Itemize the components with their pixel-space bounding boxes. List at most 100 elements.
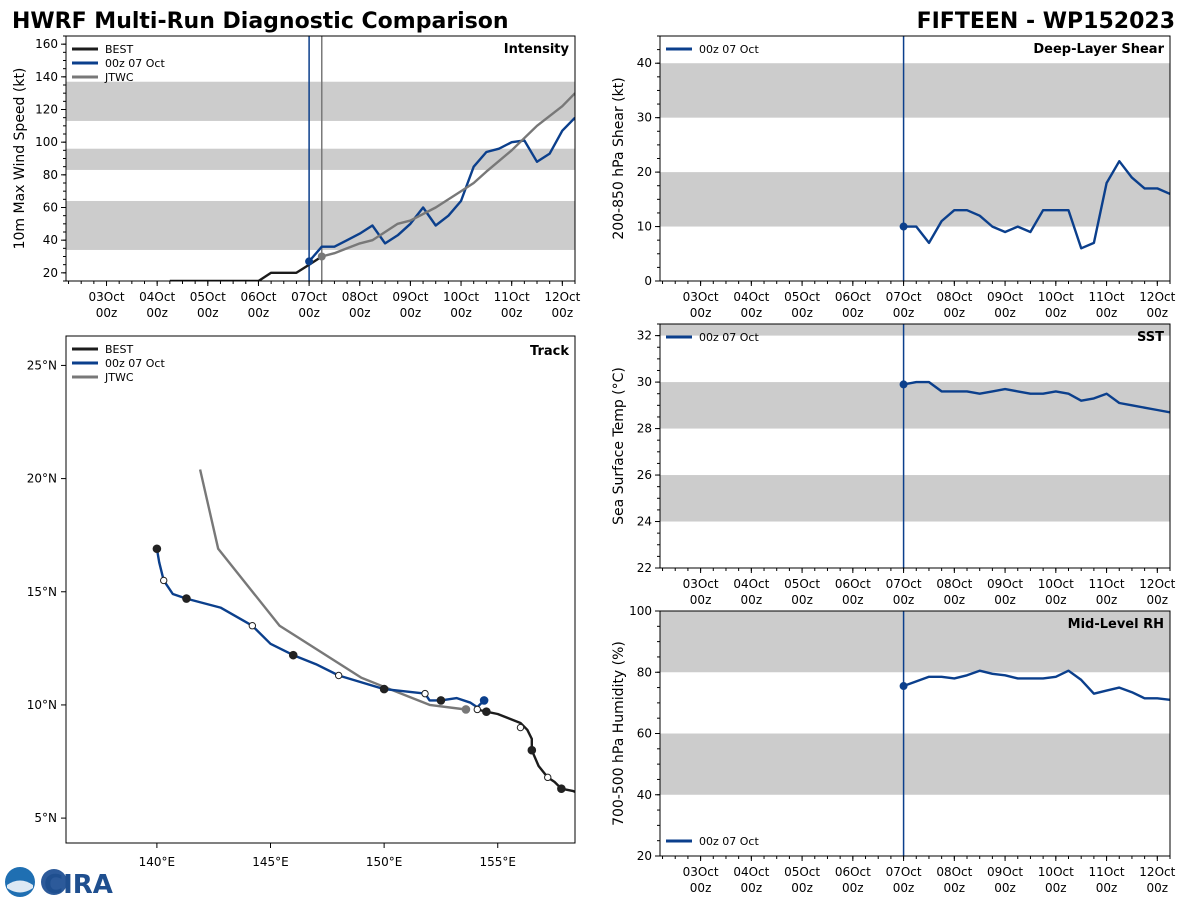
legend-label-run: 00z 07 Oct	[699, 835, 759, 848]
rh-series-run	[903, 669, 1170, 701]
track-marker-run-9	[152, 544, 162, 554]
shear-band-1	[660, 63, 1170, 118]
legend-label-jtwc: JTWC	[104, 71, 134, 84]
track-xtick-label: 150°E	[366, 855, 403, 869]
intensity-band-1	[66, 148, 575, 170]
intensity-ytick-label: 160	[35, 37, 58, 51]
intensity-ytick-label: 60	[43, 201, 58, 215]
rh-xtick-label-date: 12Oct	[1139, 865, 1175, 879]
track-series-run	[155, 548, 485, 709]
shear-ylabel: 200-850 hPa Shear (kt)	[611, 77, 627, 239]
intensity-ytick-label: 100	[35, 135, 58, 149]
sst-xtick-label-hour: 00z	[1096, 593, 1118, 607]
sst-ytick-label: 24	[637, 515, 652, 529]
rh-xtick-label-hour: 00z	[994, 881, 1016, 895]
cira-globe-icon	[41, 869, 67, 895]
sst-series-run	[903, 380, 1170, 414]
legend-label-run: 00z 07 Oct	[699, 43, 759, 56]
shear-xtick-label-hour: 00z	[791, 306, 813, 320]
intensity-xtick-label-hour: 00z	[146, 306, 168, 320]
intensity-ytick-label: 20	[43, 266, 58, 280]
rh-xtick-label-hour: 00z	[1147, 881, 1169, 895]
intensity-xtick-label-date: 03Oct	[89, 290, 125, 304]
storm-id: FIFTEEN - WP152023	[917, 9, 1175, 34]
track-marker-jtwc-0	[461, 705, 471, 714]
shear-xtick-label-date: 12Oct	[1139, 290, 1175, 304]
track-title: Track	[530, 344, 569, 359]
shear-xtick-label-date: 05Oct	[784, 290, 820, 304]
sst-band-1	[660, 382, 1170, 429]
shear-xtick-label-date: 07Oct	[886, 290, 922, 304]
shear-ytick-label: 0	[644, 274, 652, 288]
sst-point-run-0	[899, 380, 908, 389]
rh-ylabel: 700-500 hPa Humidity (%)	[611, 641, 627, 826]
rh-xtick-label-date: 04Oct	[733, 865, 769, 879]
sst-ytick-label: 32	[637, 329, 652, 343]
shear-xtick-label-hour: 00z	[1045, 306, 1067, 320]
sst-xtick-label-hour: 00z	[1147, 593, 1169, 607]
sst-xtick-label-hour: 00z	[741, 593, 763, 607]
legend-label-jtwc: JTWC	[104, 371, 134, 384]
legend-label-best: BEST	[105, 43, 133, 56]
rh-band-1	[660, 611, 1170, 673]
intensity-xtick-label-date: 09Oct	[392, 290, 428, 304]
intensity-xtick-label-hour: 00z	[552, 306, 574, 320]
sst-xtick-label-date: 07Oct	[886, 577, 922, 591]
sst-xtick-label-hour: 00z	[1045, 593, 1067, 607]
intensity-xtick-label-hour: 00z	[197, 306, 219, 320]
figure-title: HWRF Multi-Run Diagnostic Comparison	[12, 9, 509, 34]
track-ytick-label: 15°N	[27, 585, 57, 599]
shear-xtick-label-date: 06Oct	[835, 290, 871, 304]
intensity-series-run	[308, 116, 575, 263]
rh-xtick-label-hour: 00z	[741, 881, 763, 895]
legend-label-run: 00z 07 Oct	[105, 357, 165, 370]
rh-xtick-label-date: 10Oct	[1038, 865, 1074, 879]
intensity-xtick-label-date: 06Oct	[240, 290, 276, 304]
intensity-xtick-label-hour: 00z	[248, 306, 270, 320]
rh-xtick-label-hour: 00z	[893, 881, 915, 895]
rh-ytick-label: 60	[637, 727, 652, 741]
intensity-xtick-label-hour: 00z	[450, 306, 472, 320]
rh-xtick-label-date: 11Oct	[1089, 865, 1125, 879]
sst-title: SST	[1137, 330, 1164, 345]
rh-xtick-label-hour: 00z	[1096, 881, 1118, 895]
intensity-xtick-label-date: 07Oct	[291, 290, 327, 304]
intensity-ytick-label: 40	[43, 233, 58, 247]
sst-band-2	[660, 324, 1170, 336]
track-marker-run-3	[379, 684, 389, 694]
track-marker-best-5	[473, 705, 481, 714]
intensity-title: Intensity	[504, 42, 570, 57]
intensity-xtick-label-hour: 00z	[96, 306, 118, 320]
rh-xtick-label-hour: 00z	[1045, 881, 1067, 895]
logo-text: CIRA	[44, 870, 113, 900]
intensity-series-best	[169, 255, 323, 281]
track-marker-run-5	[288, 650, 298, 660]
intensity-xtick-label-hour: 00z	[298, 306, 320, 320]
track-xtick-label: 140°E	[139, 855, 176, 869]
rh-ytick-label: 40	[637, 788, 652, 802]
shear-xtick-label-hour: 00z	[1147, 306, 1169, 320]
intensity-band-2	[66, 81, 575, 121]
intensity-xtick-label-date: 08Oct	[342, 290, 378, 304]
rh-ytick-label: 100	[629, 604, 652, 618]
intensity-point-jtwc-0	[317, 252, 326, 261]
intensity-xtick-label-hour: 00z	[349, 306, 371, 320]
track-marker-run-4	[334, 671, 343, 680]
track-ytick-label: 5°N	[34, 811, 57, 825]
shear-ytick-label: 10	[637, 220, 652, 234]
shear-ytick-label: 30	[637, 111, 652, 125]
shear-title: Deep-Layer Shear	[1033, 42, 1164, 57]
rh-xtick-label-date: 05Oct	[784, 865, 820, 879]
track-marker-best-2	[527, 745, 537, 755]
intensity-series-jtwc	[321, 92, 575, 258]
sst-frame	[659, 323, 1171, 569]
sst-xtick-label-hour: 00z	[944, 593, 966, 607]
sst-xtick-label-date: 05Oct	[784, 577, 820, 591]
intensity-xtick-label-hour: 00z	[400, 306, 422, 320]
shear-ytick-label: 20	[637, 165, 652, 179]
track-marker-run-6	[248, 622, 257, 630]
track-ytick-label: 20°N	[27, 472, 57, 486]
sst-xtick-label-date: 04Oct	[733, 577, 769, 591]
intensity-panel: 20 40 60 80 100 120 140 160 03Oct 00z 04Oct 00z 05Oc…	[12, 35, 581, 320]
track-marker-best-1	[544, 773, 552, 782]
